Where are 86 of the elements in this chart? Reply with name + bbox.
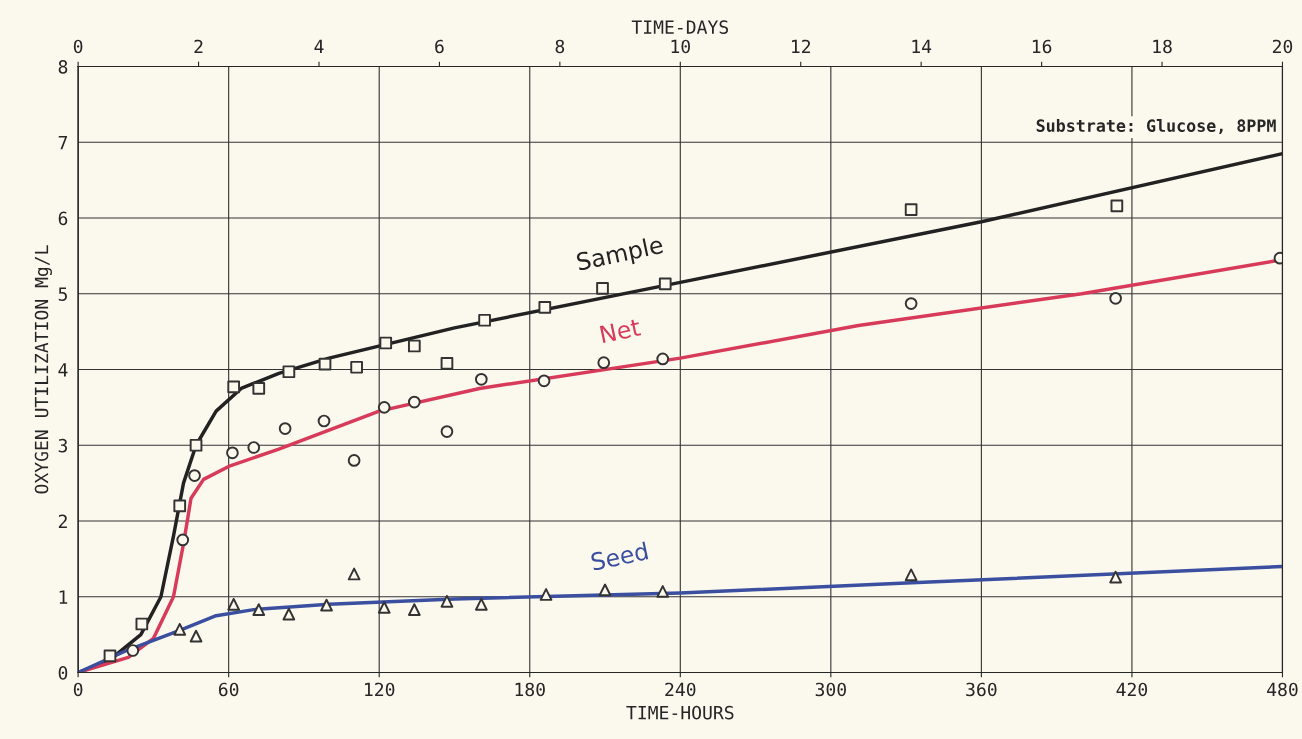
point — [1109, 291, 1122, 305]
point — [474, 597, 488, 611]
point — [350, 360, 363, 374]
x2-tick-label: 14 — [912, 39, 932, 54]
x-tick-label: 420 — [1116, 682, 1148, 697]
y-tick-label: 5 — [58, 287, 67, 301]
point — [1110, 199, 1124, 213]
point — [656, 585, 670, 598]
point — [440, 425, 454, 438]
point — [598, 583, 612, 597]
point — [440, 594, 454, 608]
x2-tick-label: 10 — [671, 39, 690, 54]
x2-tick-label: 18 — [1153, 39, 1172, 54]
point — [539, 588, 553, 601]
x-tick-label: 60 — [218, 682, 239, 697]
x2-tick-label: 20 — [1272, 39, 1293, 54]
point — [126, 644, 140, 657]
point — [278, 422, 292, 435]
point — [188, 469, 201, 482]
y-tick-label: 3 — [58, 438, 68, 453]
point — [656, 352, 670, 366]
point — [1109, 570, 1122, 584]
point — [252, 382, 266, 395]
point — [135, 617, 149, 631]
point — [103, 649, 117, 663]
point — [904, 203, 918, 217]
x2-tick-label: 16 — [1032, 39, 1052, 54]
point — [282, 607, 296, 621]
x-axis-title: TIME-HOURS — [626, 705, 734, 720]
point — [538, 301, 552, 314]
point — [537, 374, 551, 388]
point — [317, 414, 331, 428]
point — [189, 629, 203, 643]
x-tick-label: 480 — [1267, 682, 1298, 697]
x2-tick-label: 6 — [435, 39, 444, 54]
y-tick-label: 2 — [58, 514, 67, 528]
y-tick-label: 0 — [58, 666, 68, 680]
point — [227, 380, 241, 394]
point — [318, 357, 332, 371]
x2-tick-label: 4 — [314, 39, 324, 54]
point — [176, 533, 190, 547]
point — [407, 339, 421, 353]
point — [320, 598, 333, 612]
point — [282, 365, 296, 379]
point — [377, 601, 391, 614]
x2-tick-label: 2 — [194, 39, 203, 54]
y-tick-label: 1 — [59, 590, 68, 604]
point — [227, 597, 241, 611]
point — [173, 499, 187, 513]
point — [474, 373, 488, 386]
point — [904, 297, 918, 310]
x-tick-label: 180 — [515, 682, 545, 697]
point — [377, 401, 391, 414]
point — [440, 357, 454, 370]
point — [347, 454, 361, 467]
x2-tick-label: 12 — [792, 39, 811, 54]
point — [658, 277, 672, 291]
x-tick-label: 300 — [815, 682, 846, 697]
y-tick-label: 6 — [58, 211, 68, 226]
point — [478, 313, 491, 327]
point — [189, 438, 203, 452]
y-tick-label: 4 — [58, 363, 68, 377]
x-tick-label: 120 — [365, 682, 395, 697]
point — [252, 603, 266, 616]
x2-tick-label: 0 — [73, 39, 83, 54]
point — [597, 356, 611, 370]
text: Sample — [575, 235, 665, 276]
x-tick-label: 360 — [966, 682, 997, 697]
point — [347, 567, 361, 581]
x2-axis-title: TIME-DAYS — [631, 20, 729, 34]
point — [407, 395, 421, 409]
x-tick-label: 0 — [73, 682, 83, 697]
y-axis-title: OXYGEN UTILIZATION Mg/L — [34, 245, 52, 494]
y-tick-label: 8 — [58, 60, 68, 74]
x2-tick-label: 8 — [555, 39, 565, 54]
point — [173, 622, 187, 636]
point — [226, 446, 239, 460]
point — [379, 336, 393, 350]
x-tick-label: 240 — [665, 682, 696, 697]
annotation: Substrate: Glucose, 8PPM — [1036, 119, 1276, 135]
text: Seed — [590, 541, 649, 571]
point — [596, 282, 609, 295]
text: Net — [599, 318, 642, 344]
y-tick-label: 7 — [58, 136, 68, 150]
point — [904, 568, 918, 582]
point — [247, 441, 261, 454]
